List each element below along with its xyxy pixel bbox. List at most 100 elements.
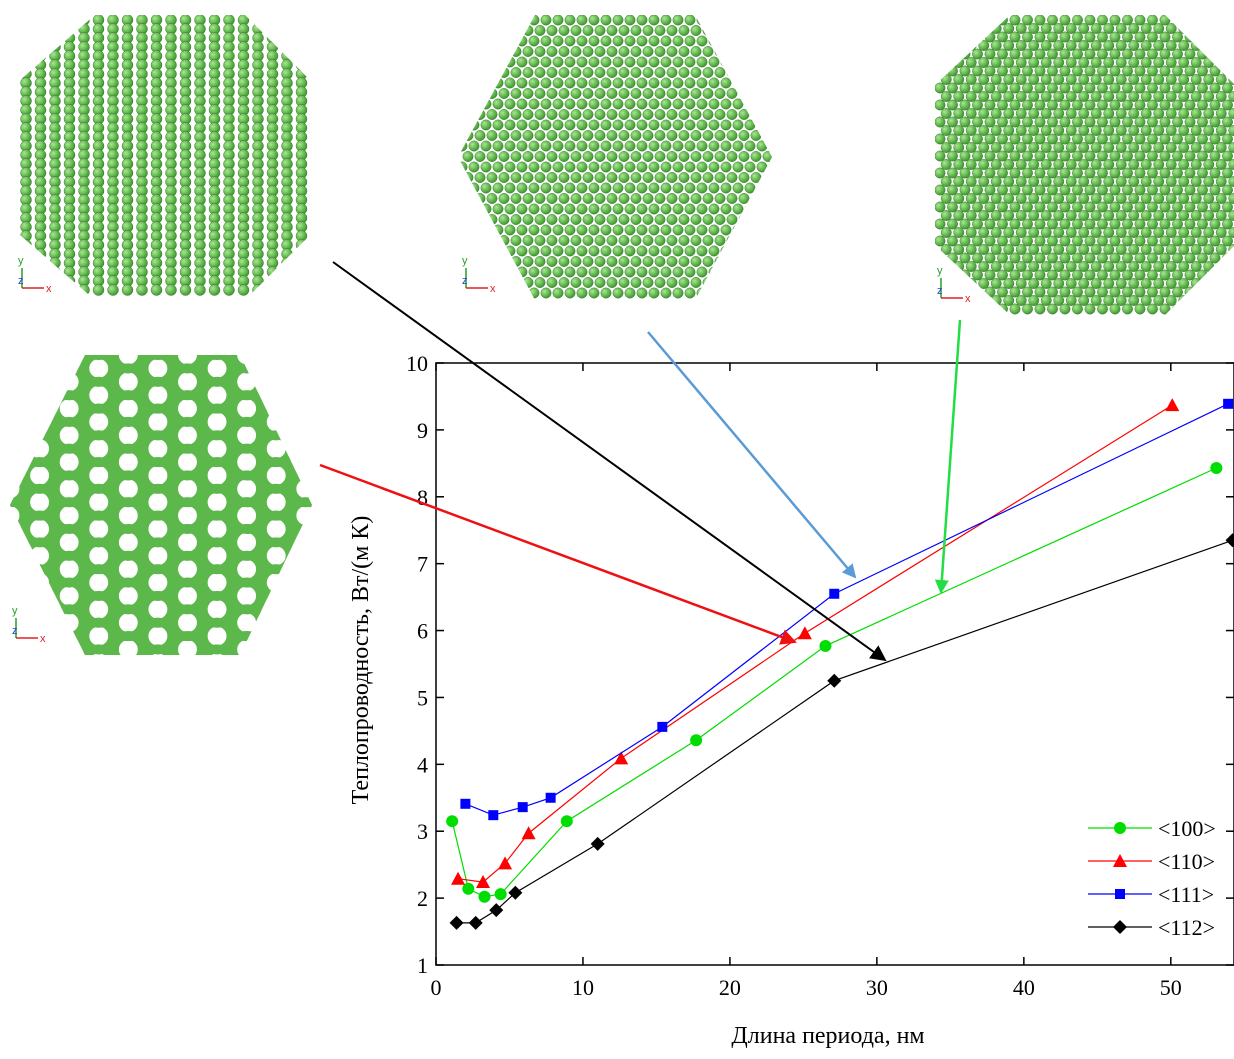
atom — [486, 172, 498, 183]
atom — [678, 109, 690, 120]
atom — [1084, 99, 1096, 111]
atom — [935, 133, 946, 145]
atom — [582, 193, 594, 204]
atom — [474, 193, 486, 204]
atom — [648, 56, 660, 68]
atom — [516, 35, 528, 47]
hex-ring — [292, 850, 320, 878]
atom — [997, 31, 1008, 43]
hex-ring — [381, 810, 409, 838]
atom — [965, 142, 977, 153]
atom — [1072, 31, 1083, 43]
atom — [1115, 261, 1127, 272]
atom — [1059, 218, 1071, 230]
x-tick-label: 30 — [866, 975, 888, 1000]
hex-ring — [144, 729, 172, 757]
hex-ring — [262, 863, 290, 891]
atom — [726, 277, 738, 288]
atom — [1197, 252, 1208, 264]
atom — [1134, 201, 1146, 213]
atom — [570, 214, 582, 225]
atom — [666, 151, 678, 162]
atom — [1159, 218, 1171, 230]
hex-ring — [21, 644, 59, 655]
atom — [654, 109, 666, 120]
hex-ring — [321, 676, 349, 704]
atom — [1072, 201, 1083, 213]
hex-ring — [174, 662, 202, 690]
atom — [1003, 278, 1015, 289]
atom — [1090, 244, 1102, 255]
atom — [953, 159, 965, 170]
atom — [997, 184, 1008, 196]
atom — [1097, 269, 1108, 281]
atom — [1009, 150, 1021, 162]
atom — [1153, 159, 1165, 170]
atom — [1222, 48, 1233, 60]
atom — [1053, 125, 1065, 136]
triad-label: y — [12, 605, 18, 617]
hex-ring — [287, 577, 312, 615]
atom — [564, 35, 576, 47]
atom — [1222, 65, 1233, 77]
atom — [498, 25, 510, 36]
atom — [1047, 201, 1058, 213]
atom — [492, 98, 504, 110]
atom — [498, 256, 510, 267]
atom — [666, 277, 678, 288]
atom — [990, 159, 1002, 170]
atom — [540, 287, 552, 299]
atom — [1028, 74, 1040, 85]
atom — [1059, 48, 1071, 60]
atom — [1159, 201, 1171, 213]
atom — [1153, 227, 1165, 238]
atom — [1065, 227, 1077, 238]
atom — [959, 184, 971, 196]
atom — [1203, 210, 1215, 221]
atom — [468, 77, 480, 89]
atom — [606, 235, 618, 246]
atom — [1059, 269, 1071, 281]
atom — [546, 67, 558, 78]
hex-ring — [174, 314, 202, 342]
hex-ring — [233, 662, 261, 690]
atom — [516, 119, 528, 131]
hex-ring — [257, 376, 295, 414]
atom — [498, 67, 510, 78]
atom — [1222, 133, 1233, 145]
atom — [522, 193, 534, 204]
atom — [984, 269, 996, 281]
atom — [1065, 23, 1077, 34]
atom — [1103, 125, 1115, 136]
atom — [486, 214, 498, 225]
atom — [1047, 303, 1058, 315]
atom — [990, 227, 1002, 238]
atom — [1059, 133, 1071, 145]
atom — [552, 35, 564, 47]
atom — [1147, 218, 1158, 230]
atom — [1003, 159, 1015, 170]
atom — [953, 91, 965, 102]
atom — [492, 245, 504, 257]
atom — [636, 161, 648, 173]
atom — [528, 266, 540, 278]
atom — [522, 130, 534, 141]
atom — [984, 150, 996, 162]
atom — [1034, 133, 1046, 145]
atom — [702, 172, 714, 183]
atom — [1222, 235, 1233, 247]
atom — [1109, 235, 1121, 247]
atom — [1072, 286, 1083, 298]
atom — [684, 140, 696, 152]
atom — [528, 224, 540, 236]
atom — [1053, 210, 1065, 221]
atom — [1184, 269, 1196, 281]
hex-ring — [174, 796, 202, 824]
atom — [690, 172, 702, 183]
atom — [726, 151, 738, 162]
hex-ring — [114, 689, 142, 717]
hex-ring — [50, 631, 88, 655]
atom — [534, 193, 546, 204]
atom — [516, 203, 528, 215]
atom — [480, 15, 492, 26]
